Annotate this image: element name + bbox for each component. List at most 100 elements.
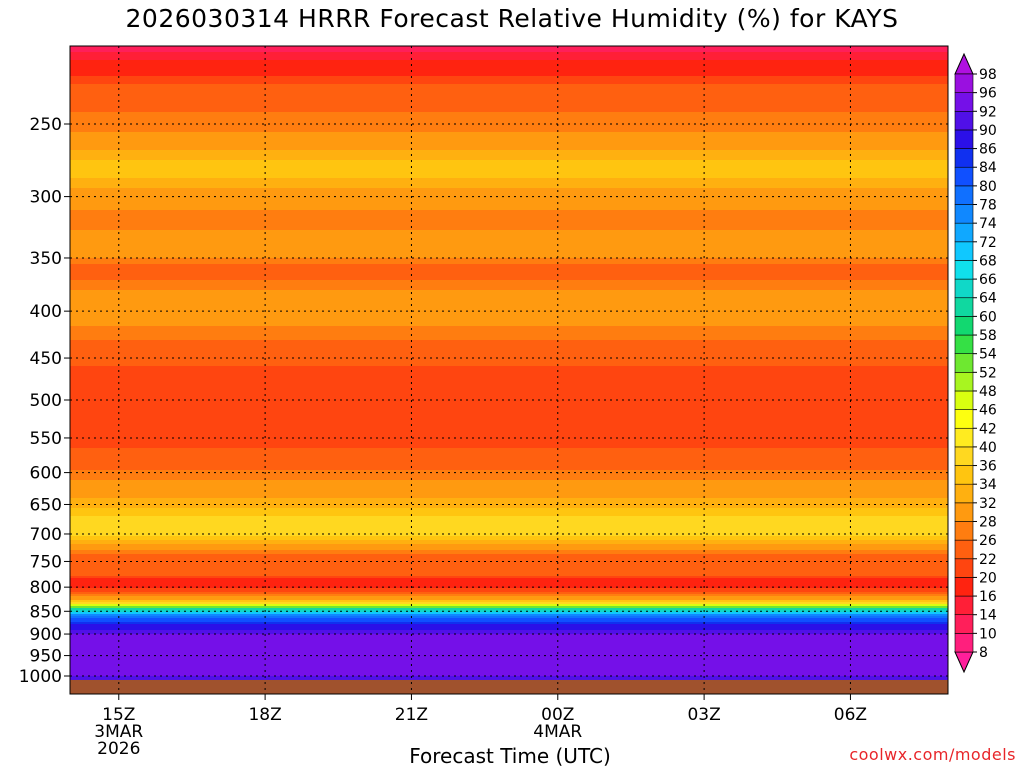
colorbar-label: 90 [979,123,997,139]
heatmap-band [70,486,948,489]
heatmap-band [70,504,948,507]
heatmap-band [70,298,948,301]
heatmap-band [70,190,948,193]
heatmap-band [70,416,948,419]
heatmap-band [70,602,948,605]
colorbar: 8 10 14 16 20 22 26 28 32 34 36 40 42 46 48 52 54 58 60 64 6… [954,52,997,674]
grid-lines [70,46,948,694]
heatmap-band [70,78,948,81]
heatmap-band [70,338,948,341]
heatmap-band [70,176,948,179]
heatmap-band [70,608,948,611]
colorbar-label: 64 [979,291,997,307]
heatmap-band [70,278,948,281]
site-credit[interactable]: coolwx.com/models [849,745,1016,764]
heatmap-band [70,234,948,237]
heatmap-band [70,534,948,537]
heatmap-band [70,206,948,209]
heatmap-band [70,366,948,369]
heatmap-band [70,138,948,141]
x-tick-label: 00Z [541,705,574,725]
colorbar-segment [954,110,974,131]
heatmap-band [70,302,948,305]
colorbar-label: 22 [979,552,997,568]
heatmap-band [70,184,948,187]
colorbar-segment [954,278,974,299]
heatmap-band [70,670,948,673]
heatmap-band [70,444,948,447]
heatmap-band [70,204,948,207]
heatmap-band [70,282,948,285]
heatmap-band [70,70,948,73]
colorbar-label: 48 [979,384,997,400]
heatmap-band [70,620,948,623]
y-tick-label: 900 [30,625,62,645]
heatmap-band [70,258,948,261]
y-tick-label: 450 [30,349,62,369]
heatmap-band [70,74,948,77]
heatmap-band [70,200,948,203]
heatmap-band [70,558,948,561]
heatmap-band [70,266,948,269]
heatmap-band [70,226,948,229]
y-tick-label: 550 [30,429,62,449]
heatmap-band [70,428,948,431]
heatmap-band [70,144,948,147]
heatmap-band [70,336,948,339]
heatmap-band [70,76,948,79]
heatmap-band [70,456,948,459]
heatmap-band [70,674,948,677]
heatmap-band [70,324,948,327]
heatmap-band [70,196,948,199]
heatmap-band [70,84,948,87]
heatmap-band [70,294,948,297]
colorbar-segment [954,73,974,93]
heatmap-band [70,494,948,497]
colorbar-label: 46 [979,403,997,419]
heatmap-band [70,182,948,185]
heatmap-band [70,94,948,97]
colorbar-segment [954,483,974,504]
heatmap-band [70,452,948,455]
heatmap-band [70,462,948,465]
heatmap-band [70,472,948,475]
heatmap-band [70,524,948,527]
heatmap-band [70,232,948,235]
colorbar-label: 32 [979,496,997,512]
y-tick-label: 600 [30,464,62,484]
heatmap-band [70,488,948,491]
heatmap-band [70,556,948,559]
heatmap-band [70,326,948,329]
heatmap-band [70,240,948,243]
heatmap-band [70,410,948,413]
heatmap-band [70,512,948,515]
heatmap-band [70,672,948,675]
heatmap-band [70,350,948,353]
colorbar-segment [954,614,974,634]
heatmap-band [70,588,948,591]
heatmap-band [70,638,948,641]
heatmap-band [70,554,948,557]
heatmap-band [70,436,948,439]
heatmap-band [70,592,948,595]
heatmap-band [70,276,948,279]
heatmap-band [70,130,948,133]
colorbar-segment [954,633,974,653]
colorbar-label: 86 [979,142,997,158]
heatmap-band [70,170,948,173]
heatmap-band [70,516,948,519]
heatmap-band [70,194,948,197]
heatmap-band [70,368,948,371]
heatmap-band [70,564,948,567]
heatmap-band [70,500,948,503]
heatmap-band [70,438,948,441]
heatmap-band [70,268,948,271]
colorbar-label: 52 [979,365,997,381]
heatmap-band [70,484,948,487]
heatmap-band [70,490,948,493]
colorbar-segment [954,521,974,541]
heatmap-band [70,142,948,145]
heatmap-band [70,510,948,513]
heatmap-band [70,126,948,129]
